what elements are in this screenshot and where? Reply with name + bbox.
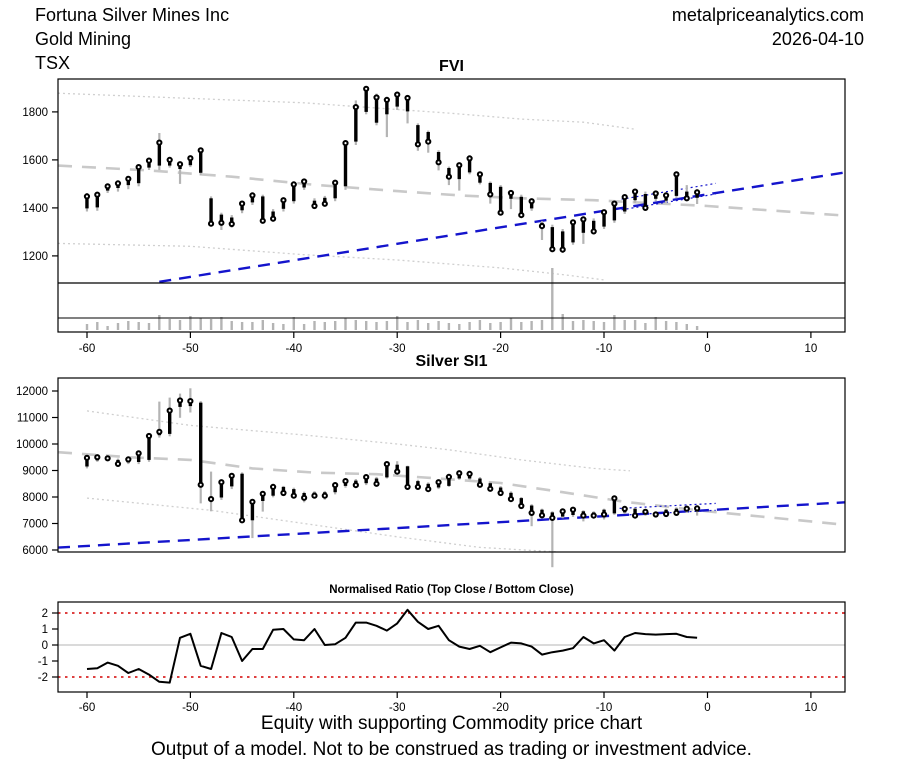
svg-text:6000: 6000 [22, 545, 48, 557]
report-date: 2026-04-10 [771, 29, 864, 49]
svg-text:-2: -2 [38, 672, 48, 684]
svg-text:10000: 10000 [16, 439, 48, 451]
svg-text:1600: 1600 [22, 155, 48, 167]
svg-text:8000: 8000 [22, 492, 48, 504]
ratio-chart-title: Normalised Ratio (Top Close / Bottom Clo… [329, 584, 574, 596]
header-right: metalpriceanalytics.com 2026-04-10 [672, 3, 864, 51]
svg-text:1: 1 [42, 624, 48, 636]
svg-text:1800: 1800 [22, 107, 48, 119]
svg-text:-30: -30 [389, 702, 406, 714]
svg-text:-50: -50 [182, 702, 199, 714]
company-name: Fortuna Silver Mines Inc [35, 5, 230, 25]
svg-text:2: 2 [42, 608, 48, 620]
svg-text:0: 0 [704, 343, 710, 355]
svg-text:9000: 9000 [22, 466, 48, 478]
svg-text:1400: 1400 [22, 203, 48, 215]
svg-text:-50: -50 [182, 343, 199, 355]
svg-text:0: 0 [704, 702, 710, 714]
svg-text:-20: -20 [492, 343, 509, 355]
svg-text:-10: -10 [596, 702, 613, 714]
header-left: Fortuna Silver Mines Inc Gold Mining TSX [35, 3, 229, 75]
svg-text:1200: 1200 [22, 251, 48, 263]
svg-text:-40: -40 [285, 343, 302, 355]
svg-text:11000: 11000 [17, 413, 48, 425]
svg-text:12000: 12000 [16, 386, 48, 398]
svg-text:-1: -1 [38, 656, 48, 668]
footer-caption: Equity with supporting Commodity price c… [260, 713, 643, 734]
exchange-label: TSX [35, 53, 71, 73]
svg-text:-20: -20 [492, 702, 509, 714]
svg-text:10: 10 [805, 343, 818, 355]
svg-text:10: 10 [805, 702, 818, 714]
svg-text:-10: -10 [596, 343, 613, 355]
svg-text:-30: -30 [389, 343, 406, 355]
svg-text:-40: -40 [285, 702, 302, 714]
sector-label: Gold Mining [35, 29, 132, 49]
svg-text:-60: -60 [79, 343, 96, 355]
svg-text:7000: 7000 [22, 519, 48, 531]
svg-text:0: 0 [42, 640, 48, 652]
website-label: metalpriceanalytics.com [671, 5, 864, 25]
footer-disclaimer: Output of a model. Not to be construed a… [151, 739, 752, 760]
silver-chart-title: Silver SI1 [415, 353, 488, 370]
svg-text:-60: -60 [79, 702, 96, 714]
fvi-chart-title: FVI [439, 58, 464, 75]
